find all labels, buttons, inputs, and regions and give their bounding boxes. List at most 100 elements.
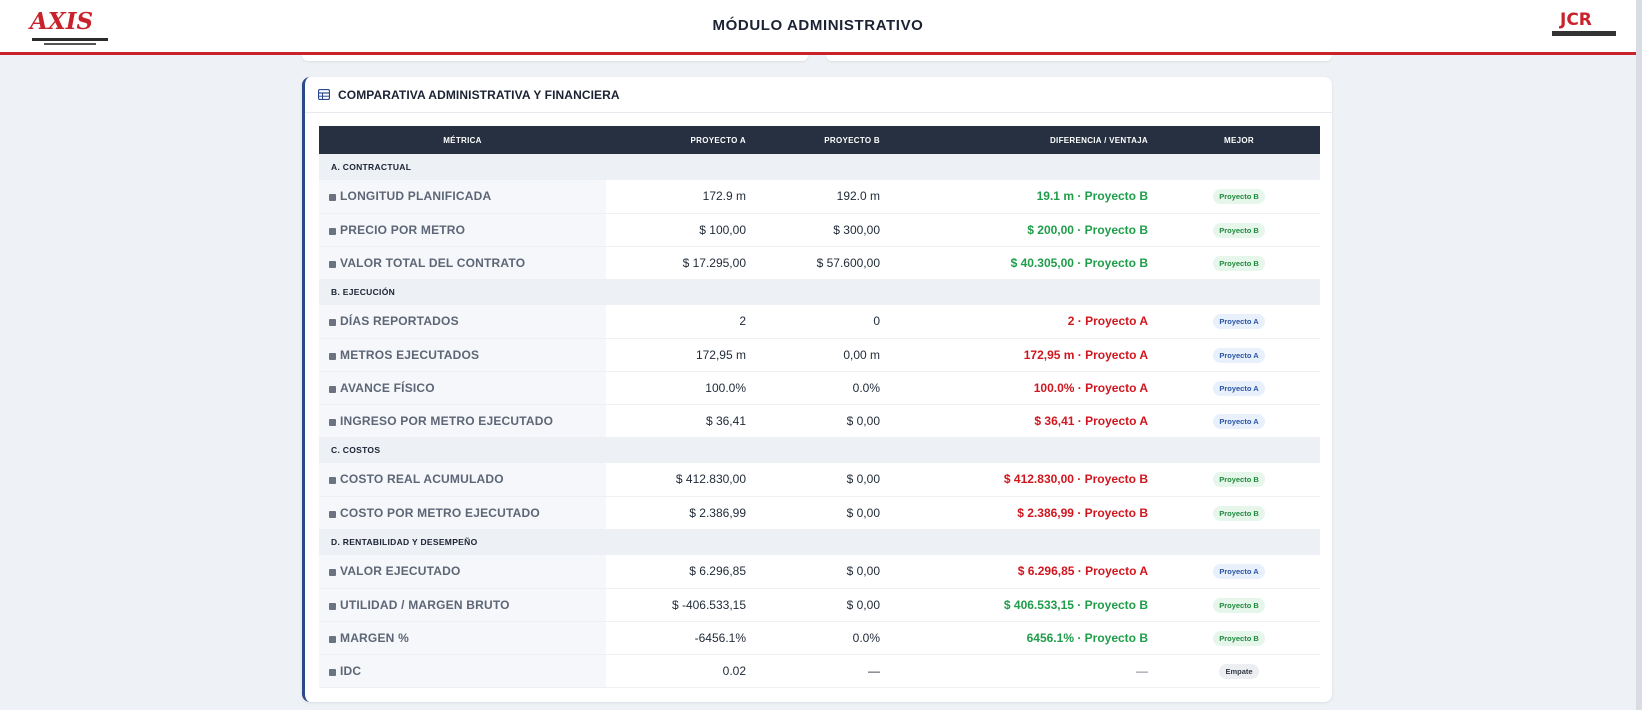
best-badge: Proyecto B [1213,597,1265,613]
best-badge: Proyecto B [1213,222,1265,238]
best-badge: Proyecto B [1213,505,1265,521]
axis-logo[interactable]: AXIS [30,8,110,46]
table-row[interactable]: METROS EJECUTADOS 172,95 m 0,00 m 172,95 m … [319,338,1320,372]
difference-value: 6456.1% · Proyecto B [890,621,1158,655]
section-row: A. CONTRACTUAL [319,154,1320,180]
best-cell: Proyecto A [1158,305,1320,339]
table-row[interactable]: IDC 0.02— — Empate [319,654,1320,688]
metric-label: VALOR TOTAL DEL CONTRATO [340,255,526,270]
best-cell: Proyecto A [1158,404,1320,438]
comparison-card: COMPARATIVA ADMINISTRATIVA Y FINANCIERA … [302,77,1332,702]
calendar-icon [329,319,336,327]
best-badge: Proyecto A [1213,347,1265,363]
axis-logo-bar [32,38,108,41]
previous-card-left [302,55,808,61]
metric-cell: MARGEN % [319,621,606,655]
difference-value: — [890,654,1158,688]
metric-label: VALOR EJECUTADO [340,564,461,579]
axis-logo-text: AXIS [30,8,94,35]
table-row[interactable]: COSTO REAL ACUMULADO $ 412.830,00 $ 0,00 $ … [319,463,1320,497]
metric-label: COSTO POR METRO EJECUTADO [340,505,540,520]
best-badge: Proyecto A [1213,413,1265,429]
difference-value: 2 · Proyecto A [890,305,1158,339]
best-cell: Proyecto B [1158,180,1320,214]
section-title: D. RENTABILIDAD Y DESEMPEÑO [319,529,1320,555]
best-cell: Proyecto B [1158,621,1320,655]
project-a-value: -6456.1% [606,621,756,655]
ruler-icon [329,194,336,202]
money-icon [329,602,336,610]
metric-cell: AVANCE FÍSICO [319,371,606,405]
gauge-icon [329,668,336,676]
table-row[interactable]: VALOR EJECUTADO $ 6.296,85 $ 0,00 $ 6.296,8… [319,555,1320,589]
best-cell: Proyecto A [1158,338,1320,372]
metric-cell: DÍAS REPORTADOS [319,305,606,339]
road-icon [329,352,336,360]
section-row: C. COSTOS [319,437,1320,463]
table-row[interactable]: DÍAS REPORTADOS 2 0 2 · Proyecto A Proyecto … [319,305,1320,339]
tag-icon [329,227,336,235]
metric-label: INGRESO POR METRO EJECUTADO [340,413,554,428]
project-a-value: $ 17.295,00 [606,246,756,280]
project-a-value: 172,95 m [606,338,756,372]
helmet-icon [329,385,336,393]
project-a-value: $ 100,00 [606,213,756,247]
table-row[interactable]: MARGEN % -6456.1% 0.0% 6456.1% · Proyecto B… [319,621,1320,655]
difference-value: $ 40.305,00 · Proyecto B [890,246,1158,280]
receipt-icon [329,477,336,485]
previous-card-right [826,55,1332,61]
section-title: B. EJECUCIÓN [319,279,1320,305]
project-a-value: $ 2.386,99 [606,496,756,530]
project-b-value: 0 [756,305,890,339]
table-row[interactable]: UTILIDAD / MARGEN BRUTO $ -406.533,15 $ 0,… [319,588,1320,622]
comparison-table: MÉTRICA PROYECTO A PROYECTO B DIFERENCIA… [319,126,1320,688]
page-scrollbar[interactable] [1636,0,1642,710]
jcr-logo-text: JCR [1560,10,1592,30]
table-row[interactable]: VALOR TOTAL DEL CONTRATO $ 17.295,00 $ 57.… [319,246,1320,280]
section-row: B. EJECUCIÓN [319,279,1320,305]
metric-label: IDC [340,663,362,678]
difference-value: $ 2.386,99 · Proyecto B [890,496,1158,530]
table-row[interactable]: LONGITUD PLANIFICADA 172.9 m 192.0 m 19.1 m… [319,180,1320,214]
column-header-difference: DIFERENCIA / VENTAJA [890,126,1158,154]
metric-label: COSTO REAL ACUMULADO [340,472,504,487]
section-title: A. CONTRACTUAL [319,154,1320,180]
metric-cell: LONGITUD PLANIFICADA [319,180,606,214]
table-row[interactable]: INGRESO POR METRO EJECUTADO $ 36,41 $ 0,00… [319,404,1320,438]
metric-cell: PRECIO POR METRO [319,213,606,247]
best-badge: Proyecto B [1213,255,1265,271]
project-a-value: $ 36,41 [606,404,756,438]
project-b-value: 0,00 m [756,338,890,372]
project-b-value: — [756,654,890,688]
difference-value: $ 200,00 · Proyecto B [890,213,1158,247]
best-badge: Proyecto B [1213,189,1265,205]
difference-value: $ 36,41 · Proyecto A [890,404,1158,438]
document-icon [329,260,336,268]
card-header: COMPARATIVA ADMINISTRATIVA Y FINANCIERA [305,77,1332,113]
metric-cell: METROS EJECUTADOS [319,338,606,372]
column-header-project-b: PROYECTO B [756,126,890,154]
top-bar: AXIS MÓDULO ADMINISTRATIVO JCR [0,0,1636,55]
project-a-value: $ 6.296,85 [606,555,756,589]
metric-label: AVANCE FÍSICO [340,380,435,395]
best-badge: Proyecto B [1213,472,1265,488]
best-badge: Proyecto A [1213,564,1265,580]
table-row[interactable]: PRECIO POR METRO $ 100,00 $ 300,00 $ 200,00… [319,213,1320,247]
metric-cell: VALOR EJECUTADO [319,555,606,589]
section-title: C. COSTOS [319,437,1320,463]
best-badge: Proyecto A [1213,314,1265,330]
jcr-logo[interactable]: JCR [1552,10,1616,40]
metric-label: UTILIDAD / MARGEN BRUTO [340,597,510,612]
difference-value: $ 6.296,85 · Proyecto A [890,555,1158,589]
difference-value: $ 406.533,15 · Proyecto B [890,588,1158,622]
metric-cell: UTILIDAD / MARGEN BRUTO [319,588,606,622]
table-row[interactable]: COSTO POR METRO EJECUTADO $ 2.386,99 $ 0,0… [319,496,1320,530]
best-cell: Proyecto B [1158,213,1320,247]
table-icon [318,89,330,100]
project-a-value: $ -406.533,15 [606,588,756,622]
project-b-value: 0.0% [756,371,890,405]
table-row[interactable]: AVANCE FÍSICO 100.0% 0.0% 100.0% · Proyecto… [319,371,1320,405]
project-b-value: 192.0 m [756,180,890,214]
project-b-value: $ 0,00 [756,463,890,497]
best-cell: Empate [1158,654,1320,688]
